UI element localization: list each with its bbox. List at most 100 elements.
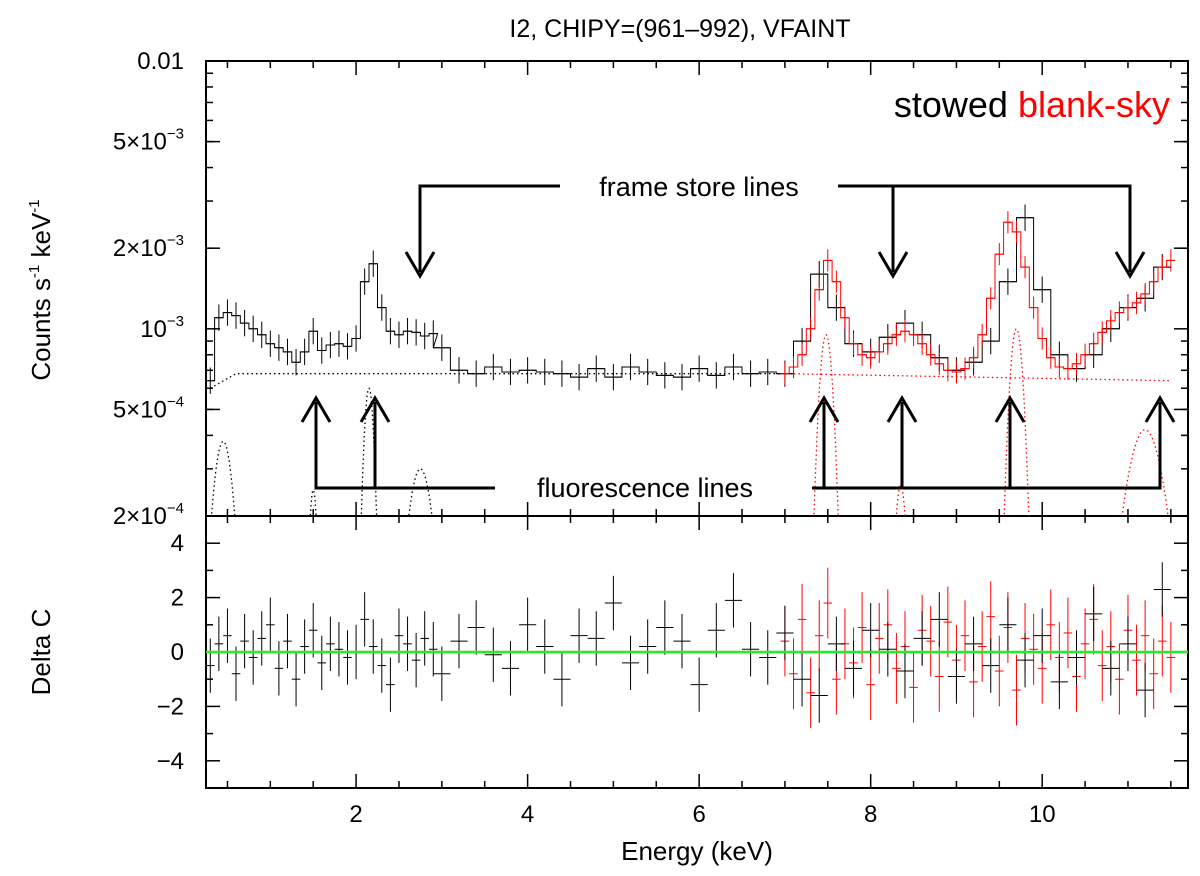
data-point-stowed bbox=[759, 630, 777, 685]
data-point-blank-sky bbox=[1055, 355, 1064, 379]
y-tick-label: 4 bbox=[171, 530, 184, 557]
data-point-stowed bbox=[553, 652, 571, 707]
y-tick-label: −4 bbox=[157, 748, 184, 775]
fluorescence-arrowhead bbox=[359, 395, 391, 423]
data-point-stowed bbox=[300, 338, 309, 366]
data-point-stowed bbox=[982, 638, 1000, 693]
data-point-stowed bbox=[1119, 616, 1137, 672]
data-point-stowed bbox=[334, 330, 344, 357]
data-point-blank-sky bbox=[1037, 327, 1047, 350]
y-tick-label: 5×10−4 bbox=[113, 393, 184, 423]
data-point-stowed bbox=[428, 622, 438, 677]
data-point-stowed bbox=[1033, 608, 1051, 663]
data-point-blank-sky bbox=[943, 586, 953, 658]
data-point-blank-sky bbox=[806, 317, 815, 340]
model-line-component bbox=[210, 440, 236, 516]
data-point-blank-sky bbox=[1132, 291, 1141, 314]
data-point-blank-sky bbox=[832, 270, 841, 293]
data-point-stowed bbox=[351, 325, 361, 352]
data-point-blank-sky bbox=[986, 287, 996, 310]
data-point-blank-sky bbox=[1020, 256, 1030, 279]
data-point-stowed bbox=[621, 353, 640, 381]
data-point-stowed bbox=[433, 334, 451, 361]
data-point-stowed bbox=[810, 668, 828, 723]
axis-ticks: 0.01 5×10−3 2×10−3 10−3 5×10−4 2×10−4 2 4 6 8 10 4 2… bbox=[113, 48, 1188, 828]
data-point-blank-sky bbox=[797, 584, 807, 655]
data-point-stowed bbox=[999, 268, 1017, 295]
data-point-blank-sky bbox=[995, 243, 1004, 266]
data-point-stowed bbox=[231, 646, 241, 701]
spectrum-data bbox=[206, 204, 1176, 394]
data-point-blank-sky bbox=[1046, 346, 1056, 369]
data-point-stowed bbox=[326, 616, 335, 672]
data-point-stowed bbox=[317, 635, 327, 691]
data-point-stowed bbox=[394, 608, 404, 663]
data-point-blank-sky bbox=[1140, 600, 1150, 672]
residual-data bbox=[206, 562, 1188, 729]
model-line-component bbox=[813, 333, 839, 516]
data-point-stowed bbox=[639, 358, 657, 386]
data-point-blank-sky bbox=[1106, 309, 1116, 333]
x-axis-label: Energy (keV) bbox=[621, 836, 773, 866]
data-point-blank-sky bbox=[1080, 343, 1090, 366]
data-point-blank-sky bbox=[1012, 654, 1021, 726]
data-point-stowed bbox=[742, 622, 760, 677]
data-point-stowed bbox=[759, 358, 777, 386]
data-point-blank-sky bbox=[909, 652, 918, 723]
data-point-stowed bbox=[231, 302, 241, 329]
data-point-blank-sky bbox=[883, 332, 893, 355]
data-point-stowed bbox=[1067, 630, 1086, 685]
data-point-blank-sky bbox=[900, 320, 910, 343]
frame-store-bracket-right bbox=[838, 184, 1132, 272]
data-point-blank-sky bbox=[1012, 220, 1021, 244]
data-point-stowed bbox=[368, 250, 378, 277]
data-point-blank-sky bbox=[1097, 321, 1107, 344]
fluorescence-arrowhead bbox=[808, 395, 840, 423]
data-point-blank-sky bbox=[934, 352, 944, 375]
data-point-stowed bbox=[724, 573, 743, 628]
x-tick-label: 6 bbox=[692, 801, 705, 828]
fluorescence-bracket-left bbox=[314, 402, 495, 490]
data-point-stowed bbox=[553, 360, 571, 387]
data-point-stowed bbox=[403, 616, 412, 672]
fluorescence-bracket-right bbox=[812, 402, 1162, 490]
data-point-blank-sky bbox=[1063, 597, 1073, 669]
fluorescence-arrowhead bbox=[1144, 395, 1176, 423]
data-point-stowed bbox=[240, 613, 249, 669]
data-point-blank-sky bbox=[814, 278, 824, 301]
data-point-blank-sky bbox=[797, 343, 807, 366]
data-point-stowed bbox=[467, 360, 485, 387]
data-point-blank-sky bbox=[1029, 613, 1038, 685]
model-continuum bbox=[784, 373, 1171, 382]
data-point-blank-sky bbox=[977, 323, 987, 346]
data-point-blank-sky bbox=[806, 657, 815, 729]
data-point-stowed bbox=[214, 304, 224, 331]
data-point-stowed bbox=[844, 641, 863, 696]
data-point-stowed bbox=[501, 641, 520, 696]
legend: stowed blank-sky bbox=[894, 84, 1170, 125]
top-panel-frame bbox=[205, 60, 1189, 517]
data-point-blank-sky bbox=[814, 600, 824, 672]
x-tick-label: 4 bbox=[521, 801, 534, 828]
data-point-blank-sky bbox=[1132, 624, 1141, 696]
data-point-stowed bbox=[1085, 586, 1103, 642]
data-point-stowed bbox=[257, 321, 267, 348]
fluorescence-label: fluorescence lines bbox=[537, 473, 753, 503]
data-point-blank-sky bbox=[1097, 630, 1107, 701]
data-point-stowed bbox=[248, 315, 258, 342]
data-point-stowed bbox=[283, 613, 292, 669]
data-point-blank-sky bbox=[892, 632, 901, 704]
model-line-component bbox=[895, 484, 906, 516]
data-point-stowed bbox=[484, 353, 502, 381]
data-point-blank-sky bbox=[1157, 256, 1167, 279]
data-point-blank-sky bbox=[780, 362, 790, 385]
data-point-blank-sky bbox=[1003, 211, 1013, 234]
data-point-stowed bbox=[827, 616, 845, 672]
data-point-stowed bbox=[360, 592, 369, 647]
data-point-blank-sky bbox=[1140, 282, 1150, 305]
data-point-blank-sky bbox=[866, 346, 875, 369]
frame-store-arrowhead bbox=[877, 251, 909, 279]
data-point-stowed bbox=[724, 353, 743, 381]
data-point-stowed bbox=[707, 603, 725, 658]
